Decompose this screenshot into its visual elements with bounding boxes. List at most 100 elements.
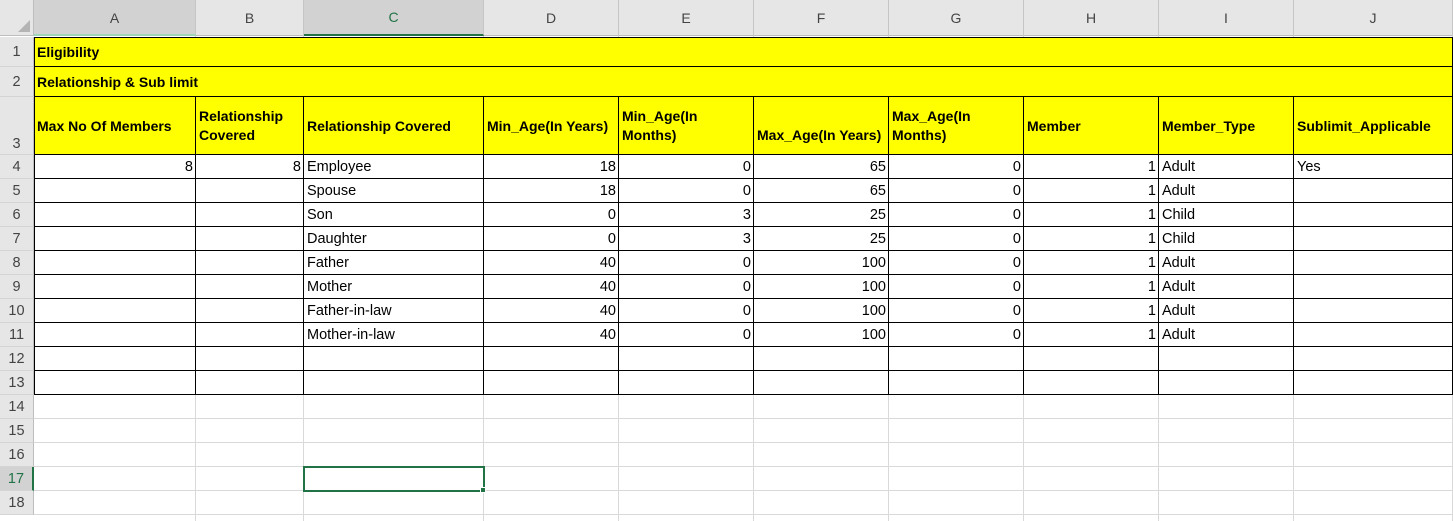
cell-g6[interactable]: 0 <box>1012 207 1021 223</box>
cell-b4[interactable]: 8 <box>292 159 301 175</box>
cell-e5[interactable]: 0 <box>742 183 751 199</box>
cell-c9[interactable]: Mother <box>307 279 353 295</box>
cell-b9[interactable] <box>196 275 304 299</box>
row-header-10[interactable]: 10 <box>0 299 34 323</box>
column-header-j[interactable]: J <box>1294 0 1453 36</box>
cell-f11[interactable]: 100 <box>861 327 886 343</box>
cell-d10[interactable]: 40 <box>599 303 616 319</box>
row-header-1[interactable]: 1 <box>0 37 34 67</box>
header-cell-d[interactable]: Min_Age(In Years) <box>487 118 609 134</box>
cell-i11[interactable]: Adult <box>1162 327 1196 343</box>
column-header-b[interactable]: B <box>196 0 304 36</box>
row-header-8[interactable]: 8 <box>0 251 34 275</box>
cell-h7[interactable]: 1 <box>1147 231 1156 247</box>
title-cell[interactable]: Eligibility <box>37 43 100 60</box>
cell-i5[interactable]: Adult <box>1162 183 1196 199</box>
cell-a8[interactable] <box>34 251 196 275</box>
cell-a9[interactable] <box>34 275 196 299</box>
cell-g10[interactable]: 0 <box>1012 303 1021 319</box>
column-header-f[interactable]: F <box>754 0 889 36</box>
cell-f7[interactable]: 25 <box>869 231 886 247</box>
select-all-corner[interactable] <box>0 0 34 36</box>
cell-b8[interactable] <box>196 251 304 275</box>
cell-a7[interactable] <box>34 227 196 251</box>
cell-c7[interactable]: Daughter <box>307 231 367 247</box>
cell-c4[interactable]: Employee <box>307 159 372 175</box>
column-header-c[interactable]: C <box>304 0 484 36</box>
header-cell-b[interactable]: Relationship Covered <box>199 108 284 143</box>
row-header-16[interactable]: 16 <box>0 443 34 467</box>
cell-d5[interactable]: 18 <box>599 183 616 199</box>
cell-f4[interactable]: 65 <box>869 159 886 175</box>
cell-e10[interactable]: 0 <box>742 303 751 319</box>
active-cell-selection[interactable] <box>303 466 485 492</box>
cell-e9[interactable]: 0 <box>742 279 751 295</box>
cell-h6[interactable]: 1 <box>1147 207 1156 223</box>
cell-a5[interactable] <box>34 179 196 203</box>
cell-e8[interactable]: 0 <box>742 255 751 271</box>
cell-c8[interactable]: Father <box>307 255 349 271</box>
column-header-g[interactable]: G <box>889 0 1024 36</box>
cell-j7[interactable] <box>1294 227 1453 251</box>
cell-d11[interactable]: 40 <box>599 327 616 343</box>
cell-b10[interactable] <box>196 299 304 323</box>
cell-g4[interactable]: 0 <box>1012 159 1021 175</box>
cell-d8[interactable]: 40 <box>599 255 616 271</box>
cell-f8[interactable]: 100 <box>861 255 886 271</box>
cell-i9[interactable]: Adult <box>1162 279 1196 295</box>
header-cell-h[interactable]: Member <box>1027 118 1081 134</box>
header-cell-i[interactable]: Member_Type <box>1162 118 1256 134</box>
cell-f6[interactable]: 25 <box>869 207 886 223</box>
cell-g8[interactable]: 0 <box>1012 255 1021 271</box>
header-cell-f[interactable]: Max_Age(In Years) <box>757 127 882 143</box>
cell-i10[interactable]: Adult <box>1162 303 1196 319</box>
cell-h10[interactable]: 1 <box>1147 303 1156 319</box>
row-header-11[interactable]: 11 <box>0 323 34 347</box>
subtitle-cell[interactable]: Relationship & Sub limit <box>37 73 199 90</box>
cell-g9[interactable]: 0 <box>1012 279 1021 295</box>
row-header-2[interactable]: 2 <box>0 67 34 97</box>
header-cell-a[interactable]: Max No Of Members <box>37 118 172 134</box>
cell-b6[interactable] <box>196 203 304 227</box>
cell-i8[interactable]: Adult <box>1162 255 1196 271</box>
cell-c6[interactable]: Son <box>307 207 333 223</box>
row-header-12[interactable]: 12 <box>0 347 34 371</box>
cell-c5[interactable]: Spouse <box>307 183 357 199</box>
cell-e11[interactable]: 0 <box>742 327 751 343</box>
cell-f10[interactable]: 100 <box>861 303 886 319</box>
cell-j5[interactable] <box>1294 179 1453 203</box>
column-header-h[interactable]: H <box>1024 0 1159 36</box>
cell-a11[interactable] <box>34 323 196 347</box>
row-header-15[interactable]: 15 <box>0 419 34 443</box>
row-header-7[interactable]: 7 <box>0 227 34 251</box>
cell-a4[interactable]: 8 <box>184 159 193 175</box>
cell-b7[interactable] <box>196 227 304 251</box>
cell-d4[interactable]: 18 <box>599 159 616 175</box>
cell-c11[interactable]: Mother-in-law <box>307 327 395 343</box>
row-header-18[interactable]: 18 <box>0 491 34 515</box>
cell-g11[interactable]: 0 <box>1012 327 1021 343</box>
cell-j8[interactable] <box>1294 251 1453 275</box>
fill-handle[interactable] <box>480 487 486 493</box>
cell-a10[interactable] <box>34 299 196 323</box>
column-header-d[interactable]: D <box>484 0 619 36</box>
column-header-e[interactable]: E <box>619 0 754 36</box>
row-header-13[interactable]: 13 <box>0 371 34 395</box>
cell-g7[interactable]: 0 <box>1012 231 1021 247</box>
header-cell-e[interactable]: Min_Age(In Months) <box>622 108 698 143</box>
row-header-4[interactable]: 4 <box>0 155 34 179</box>
cell-c10[interactable]: Father-in-law <box>307 303 392 319</box>
column-header-a[interactable]: A <box>34 0 196 36</box>
cell-h9[interactable]: 1 <box>1147 279 1156 295</box>
column-header-i[interactable]: I <box>1159 0 1294 36</box>
header-cell-c[interactable]: Relationship Covered <box>307 118 451 134</box>
cell-d7[interactable]: 0 <box>607 231 616 247</box>
cell-h4[interactable]: 1 <box>1147 159 1156 175</box>
cell-j11[interactable] <box>1294 323 1453 347</box>
cell-f9[interactable]: 100 <box>861 279 886 295</box>
cell-f5[interactable]: 65 <box>869 183 886 199</box>
row-header-3[interactable]: 3 <box>0 97 34 155</box>
cell-g5[interactable]: 0 <box>1012 183 1021 199</box>
cell-j4[interactable]: Yes <box>1297 159 1321 175</box>
cell-b11[interactable] <box>196 323 304 347</box>
